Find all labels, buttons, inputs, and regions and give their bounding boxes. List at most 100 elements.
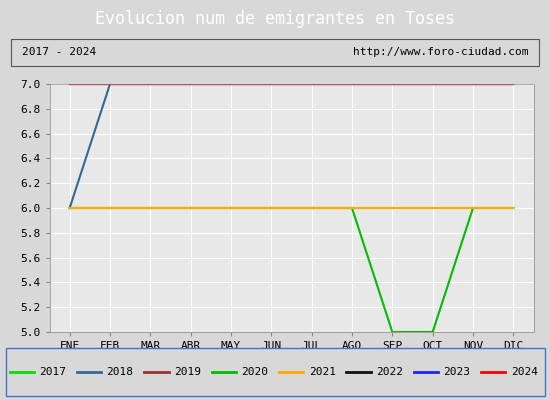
2020 [188, 206, 194, 210]
2020 [470, 206, 476, 210]
2022 [470, 82, 476, 86]
2020 [389, 330, 395, 334]
2019 [470, 82, 476, 86]
2024 [228, 82, 234, 86]
2020 [228, 206, 234, 210]
2021 [107, 206, 113, 210]
2023 [67, 82, 73, 86]
2019 [309, 82, 315, 86]
2017 [268, 206, 274, 210]
2019 [430, 82, 436, 86]
2023 [268, 82, 274, 86]
2019 [389, 82, 395, 86]
2021 [147, 206, 153, 210]
2017 [349, 206, 355, 210]
2022 [67, 82, 73, 86]
2017 [430, 206, 436, 210]
2018 [430, 82, 436, 86]
2020 [268, 206, 274, 210]
2022 [228, 82, 234, 86]
2017 [309, 206, 315, 210]
Text: Evolucion num de emigrantes en Toses: Evolucion num de emigrantes en Toses [95, 10, 455, 28]
2017 [470, 206, 476, 210]
2019 [67, 82, 73, 86]
2017 [147, 206, 153, 210]
Text: 2017: 2017 [39, 367, 66, 377]
2024 [147, 82, 153, 86]
2023 [309, 82, 315, 86]
2023 [389, 82, 395, 86]
2024 [389, 82, 395, 86]
2020 [67, 206, 73, 210]
2017 [389, 206, 395, 210]
2023 [430, 82, 436, 86]
2018 [67, 206, 73, 210]
2022 [107, 82, 113, 86]
2024 [188, 82, 194, 86]
Text: 2017 - 2024: 2017 - 2024 [21, 47, 96, 57]
Text: http://www.foro-ciudad.com: http://www.foro-ciudad.com [353, 47, 529, 57]
2023 [188, 82, 194, 86]
2022 [309, 82, 315, 86]
2022 [349, 82, 355, 86]
2020 [309, 206, 315, 210]
2017 [510, 206, 516, 210]
2018 [268, 82, 274, 86]
2023 [228, 82, 234, 86]
2021 [228, 206, 234, 210]
Line: 2020: 2020 [70, 208, 513, 332]
2019 [147, 82, 153, 86]
2024 [430, 82, 436, 86]
2018 [107, 82, 113, 86]
2024 [67, 82, 73, 86]
2018 [188, 82, 194, 86]
2018 [510, 82, 516, 86]
2023 [147, 82, 153, 86]
2021 [470, 206, 476, 210]
Text: 2021: 2021 [309, 367, 336, 377]
2022 [188, 82, 194, 86]
Text: 2020: 2020 [241, 367, 268, 377]
2022 [430, 82, 436, 86]
2019 [349, 82, 355, 86]
Text: 2019: 2019 [174, 367, 201, 377]
2018 [228, 82, 234, 86]
2017 [107, 206, 113, 210]
Text: 2023: 2023 [443, 367, 470, 377]
2022 [389, 82, 395, 86]
2018 [389, 82, 395, 86]
2020 [349, 206, 355, 210]
2022 [147, 82, 153, 86]
2020 [510, 206, 516, 210]
2020 [107, 206, 113, 210]
Text: 2022: 2022 [376, 367, 403, 377]
2021 [188, 206, 194, 210]
Text: 2018: 2018 [107, 367, 134, 377]
2020 [430, 330, 436, 334]
2023 [349, 82, 355, 86]
2020 [147, 206, 153, 210]
2023 [470, 82, 476, 86]
2018 [349, 82, 355, 86]
2019 [188, 82, 194, 86]
2021 [430, 206, 436, 210]
2024 [349, 82, 355, 86]
2021 [349, 206, 355, 210]
2021 [389, 206, 395, 210]
2024 [268, 82, 274, 86]
Line: 2018: 2018 [70, 84, 513, 208]
2024 [107, 82, 113, 86]
2018 [470, 82, 476, 86]
2018 [147, 82, 153, 86]
2024 [309, 82, 315, 86]
2018 [309, 82, 315, 86]
2017 [228, 206, 234, 210]
2023 [107, 82, 113, 86]
Text: 2024: 2024 [511, 367, 538, 377]
2024 [510, 82, 516, 86]
2024 [470, 82, 476, 86]
2019 [268, 82, 274, 86]
2019 [510, 82, 516, 86]
2023 [510, 82, 516, 86]
2022 [268, 82, 274, 86]
